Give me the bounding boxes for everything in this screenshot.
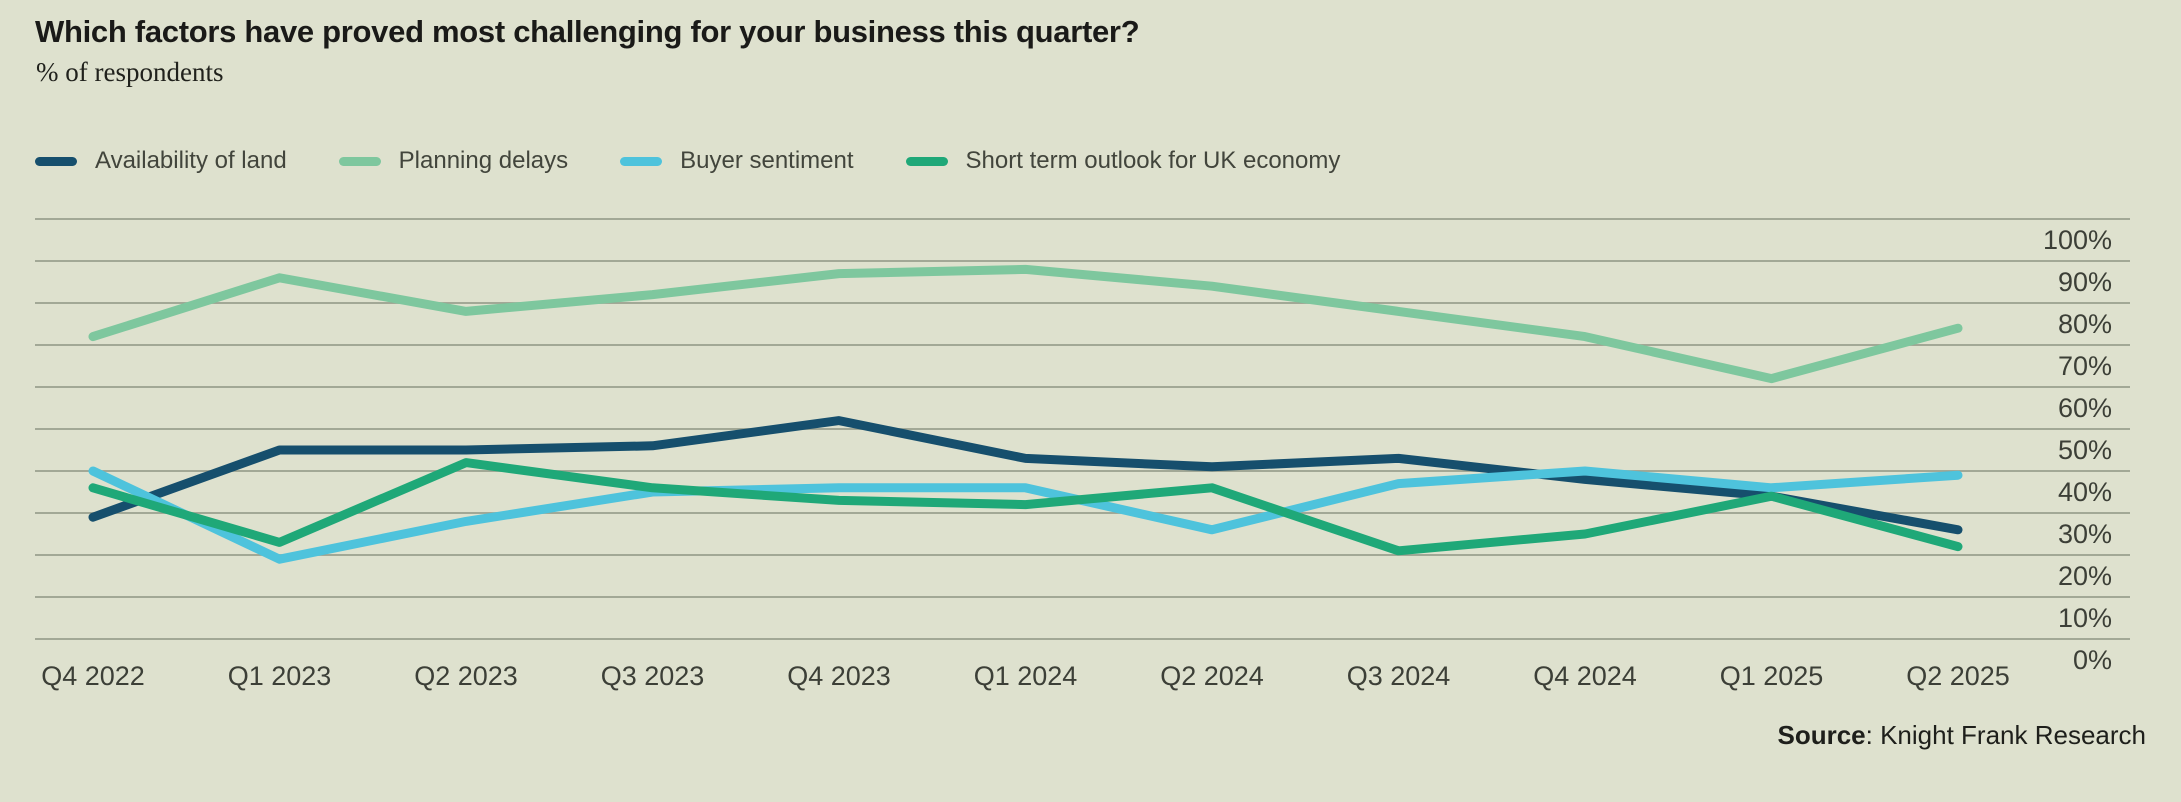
- y-tick-label: 60%: [2058, 393, 2112, 423]
- legend-swatch: [338, 156, 381, 166]
- legend-swatch: [620, 156, 663, 166]
- y-tick-label: 90%: [2058, 267, 2112, 297]
- x-tick-label: Q1 2023: [228, 661, 332, 691]
- series-line-availability-of-land: [88, 416, 1963, 535]
- source-label: Source: [1777, 720, 1866, 750]
- y-tick-label: 30%: [2058, 519, 2112, 549]
- series-line-buyer-sentiment: [88, 466, 1963, 564]
- chart-title: Which factors have proved most challengi…: [35, 14, 1140, 49]
- series-line-short-term-outlook-for-uk-economy: [88, 458, 1963, 556]
- legend-item: Planning delays: [338, 147, 569, 175]
- x-tick-label: Q1 2024: [974, 661, 1078, 691]
- legend-label: Short term outlook for UK economy: [965, 147, 1341, 174]
- x-tick-label: Q1 2025: [1720, 661, 1824, 691]
- y-tick-label: 20%: [2058, 561, 2112, 591]
- legend-item: Availability of land: [35, 147, 287, 175]
- y-tick-label: 0%: [2073, 645, 2112, 675]
- legend-swatch: [35, 156, 77, 166]
- legend-label: Planning delays: [398, 147, 569, 174]
- x-tick-label: Q2 2023: [414, 661, 518, 691]
- source-text: : Knight Frank Research: [1865, 720, 2146, 750]
- legend-item: Short term outlook for UK economy: [905, 147, 1341, 175]
- legend-swatch: [905, 156, 948, 166]
- y-tick-label: 70%: [2058, 351, 2112, 381]
- x-tick-label: Q2 2024: [1160, 661, 1264, 691]
- y-tick-label: 80%: [2058, 309, 2112, 339]
- x-tick-label: Q3 2023: [601, 661, 705, 691]
- legend: Availability of land Planning delays Buyer…: [35, 147, 1340, 175]
- x-tick-label: Q2 2025: [1906, 661, 2010, 691]
- y-tick-label: 100%: [2043, 225, 2112, 255]
- x-tick-label: Q4 2024: [1533, 661, 1637, 691]
- y-tick-label: 50%: [2058, 435, 2112, 465]
- legend-label: Buyer sentiment: [680, 147, 854, 174]
- legend-item: Buyer sentiment: [620, 147, 854, 175]
- series-line-planning-delays: [88, 264, 1963, 384]
- x-tick-label: Q3 2024: [1347, 661, 1451, 691]
- x-tick-label: Q4 2022: [41, 661, 145, 691]
- y-tick-label: 40%: [2058, 477, 2112, 507]
- x-tick-label: Q4 2023: [787, 661, 891, 691]
- source-note: Source: Knight Frank Research: [1777, 720, 2146, 751]
- chart-subtitle: % of respondents: [36, 57, 224, 87]
- legend-label: Availability of land: [95, 147, 287, 174]
- y-tick-label: 10%: [2058, 603, 2112, 633]
